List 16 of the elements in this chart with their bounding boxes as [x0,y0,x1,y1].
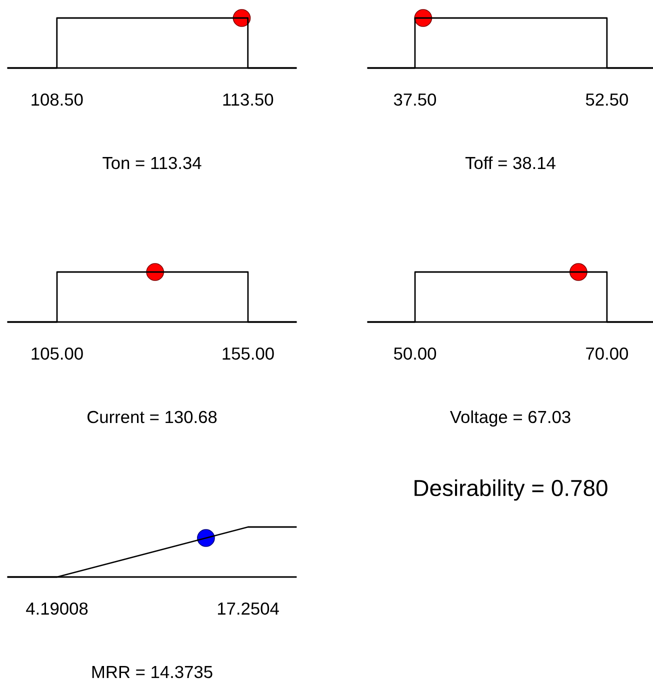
x-tick-label: 70.00 [586,347,628,360]
x-axis-title: Toff = 38.14 [465,156,556,170]
x-axis-title: Current = 130.68 [88,410,217,424]
x-tick-label: 113.50 [223,93,274,106]
x-tick-label: 155.00 [222,347,274,360]
x-tick-label: 4.19008 [26,602,88,615]
x-tick-label: 52.50 [586,93,628,106]
x-tick-label: 17.2504 [218,602,279,615]
x-axis-title: Voltage = 67.03 [450,410,570,427]
x-axis-title: Ton = 113.34 [102,156,202,170]
x-axis-title: MRR = 14.3735 [92,666,212,678]
x-tick-label: 50.00 [394,347,436,360]
text: Desirability = 0.780 [414,479,608,501]
x-tick-label: 37.50 [394,93,436,106]
x-tick-label: 105.00 [32,347,83,360]
x-tick-label: 108.50 [32,93,83,106]
